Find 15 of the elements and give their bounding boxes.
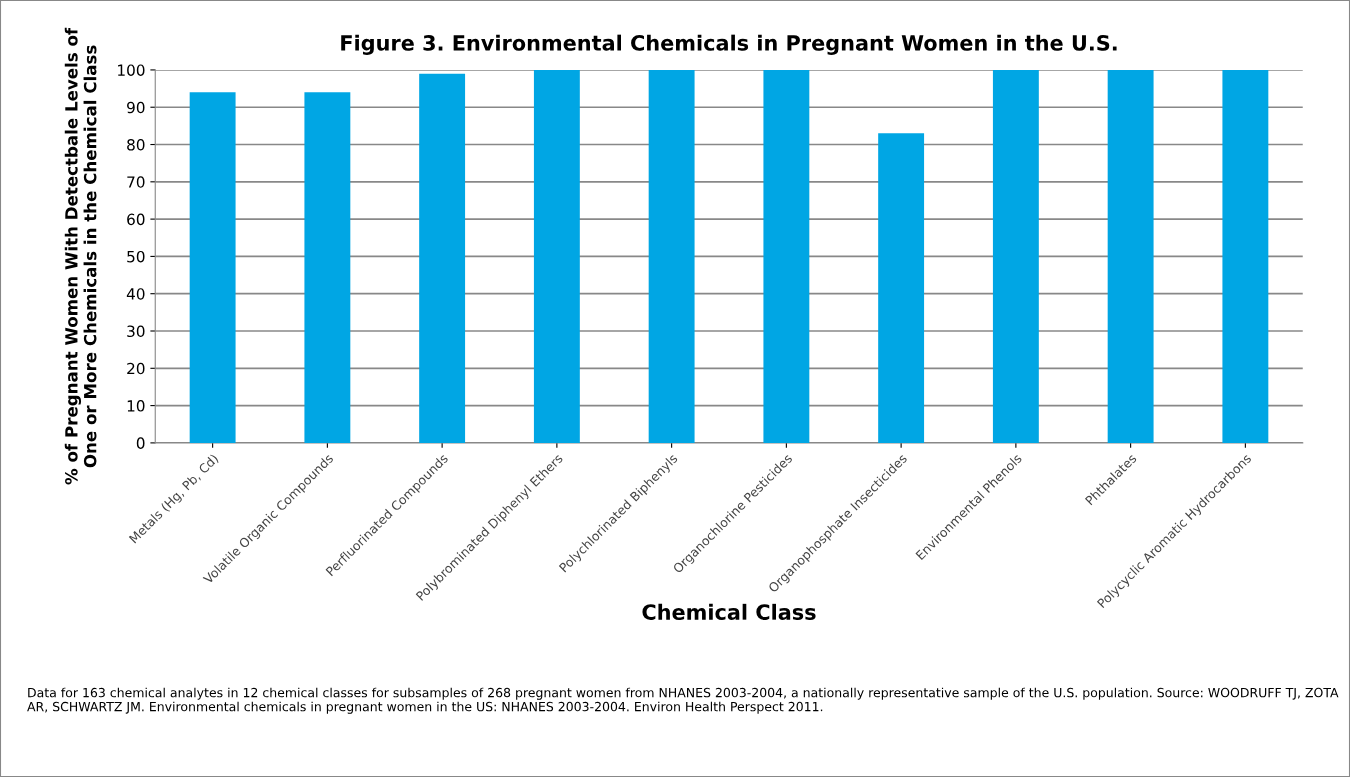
y-tick-label: 90 <box>127 101 145 114</box>
y-tick-label: 0 <box>136 437 145 449</box>
y-tick-label: 10 <box>127 400 145 412</box>
y-tick-label: 60 <box>127 213 145 226</box>
text: Data for 163 chemical analytes in 12 chemical classes for subsamples of 268 pregnant women from NHANES 2003-2004, a nationally representative sample of the U.S. population. Source: WOODRUFF TJ, ZOTA AR, SCHWARTZ JM. Environmental chemicals in pregnant women in the US: NHANES 2003-2004. Environ Health Perspect 2011. <box>27 687 1339 714</box>
y-tick-label: 100 <box>118 64 145 76</box>
y-tick-label: 20 <box>127 362 145 375</box>
y-tick-label: 50 <box>127 250 145 263</box>
y-tick-label: 80 <box>127 138 145 151</box>
y-tick-label: 70 <box>127 176 145 188</box>
chart-title: Figure 3. Environmental Chemicals in Pregnant Women in the U.S. <box>341 34 1117 55</box>
x-axis-title: Chemical Class <box>642 603 816 620</box>
y-tick-label: 30 <box>127 325 145 338</box>
y-tick-label: 40 <box>126 288 145 300</box>
y-axis-title: % of Pregnant Women With Detectbale Levels of One or More Chemicals in the Chemical Class <box>64 27 97 485</box>
